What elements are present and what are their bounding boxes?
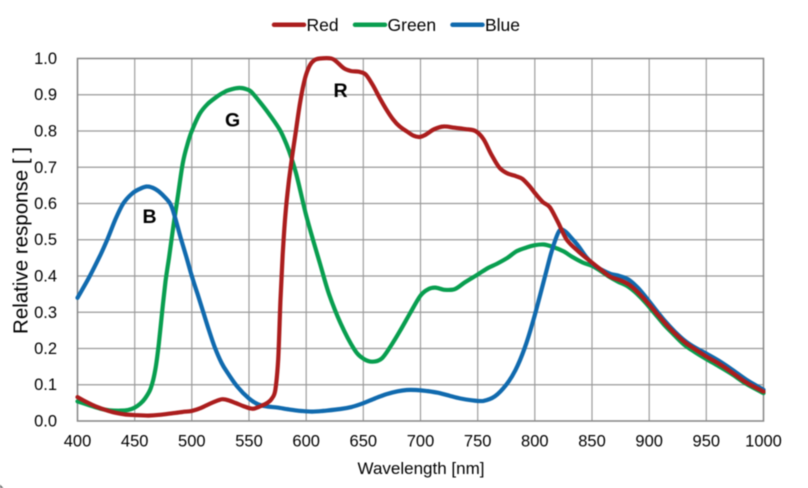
svg-text:0.0: 0.0	[34, 413, 57, 431]
svg-text:Relative response [ ]: Relative response [ ]	[10, 147, 33, 334]
svg-text:Red: Red	[307, 15, 339, 35]
svg-text:B: B	[143, 206, 157, 228]
svg-text:900: 900	[635, 433, 663, 451]
svg-text:0.5: 0.5	[34, 231, 57, 249]
svg-text:R: R	[334, 80, 348, 102]
svg-text:400: 400	[64, 433, 92, 451]
svg-text:700: 700	[407, 433, 435, 451]
svg-text:800: 800	[521, 433, 549, 451]
svg-text:0.8: 0.8	[34, 123, 57, 141]
svg-text:950: 950	[693, 433, 721, 451]
svg-text:0.6: 0.6	[34, 195, 57, 213]
svg-text:Wavelength [nm]: Wavelength [nm]	[358, 459, 485, 478]
svg-text:1000: 1000	[745, 433, 782, 451]
svg-text:0.3: 0.3	[34, 304, 57, 322]
svg-text:Blue: Blue	[485, 15, 520, 35]
svg-text:600: 600	[292, 433, 320, 451]
svg-text:0.7: 0.7	[34, 159, 57, 177]
svg-text:650: 650	[350, 433, 378, 451]
svg-text:0.4: 0.4	[34, 268, 57, 286]
svg-text:0.1: 0.1	[34, 376, 57, 394]
svg-text:G: G	[225, 110, 240, 132]
svg-text:0.9: 0.9	[34, 86, 57, 104]
svg-text:550: 550	[235, 433, 263, 451]
svg-text:500: 500	[178, 433, 206, 451]
svg-text:850: 850	[578, 433, 606, 451]
svg-text:0.2: 0.2	[34, 340, 57, 358]
svg-text:450: 450	[121, 433, 149, 451]
svg-text:Green: Green	[388, 15, 437, 35]
svg-text:1.0: 1.0	[34, 50, 57, 68]
svg-text:750: 750	[464, 433, 492, 451]
